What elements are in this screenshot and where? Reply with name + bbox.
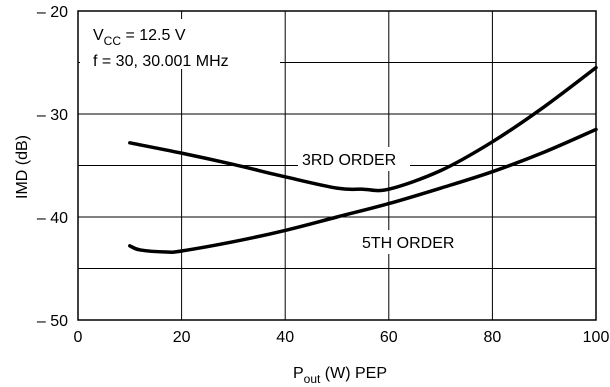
annotation-box-bg <box>80 19 280 69</box>
tick-labels: 0 20 40 60 80 100 – 50 – 40 – 30 – 20 <box>37 4 610 346</box>
series-label-5th-order: 5TH ORDER <box>362 235 454 252</box>
series-3rd-order-line <box>128 65 598 193</box>
x-axis-label: Pout (W) PEP <box>293 365 387 386</box>
x-tick-label: 0 <box>74 329 83 346</box>
y-tick-label: – 20 <box>37 4 68 21</box>
x-tick-label: 60 <box>380 329 398 346</box>
vcc-sub: CC <box>104 34 122 48</box>
x-axis-label-rest: (W) PEP <box>320 365 387 382</box>
vcc-main: V <box>93 27 104 44</box>
x-axis-label-main: P <box>293 365 304 382</box>
y-tick-label: – 30 <box>37 107 68 124</box>
x-tick-label: 20 <box>173 329 191 346</box>
y-axis-label: IMD (dB) <box>14 135 31 199</box>
y-tick-label: – 50 <box>37 313 68 330</box>
x-tick-label: 40 <box>276 329 294 346</box>
series-label-3rd-bg <box>298 147 410 171</box>
series-label-3rd-order: 3RD ORDER <box>302 152 396 169</box>
vcc-annotation: VCC = 12.5 V <box>93 27 186 48</box>
freq-annotation: f = 30, 30.001 MHz <box>93 53 229 70</box>
y-tick-label: – 40 <box>37 210 68 227</box>
plot-frame <box>77 10 597 321</box>
x-axis-label-sub: out <box>304 372 321 386</box>
vcc-rest: = 12.5 V <box>121 27 186 44</box>
series-lines <box>128 65 598 254</box>
series-5th-order-line <box>128 127 598 254</box>
x-tick-label: 100 <box>583 329 610 346</box>
x-tick-label: 80 <box>484 329 502 346</box>
series-label-5th-bg <box>358 230 470 254</box>
